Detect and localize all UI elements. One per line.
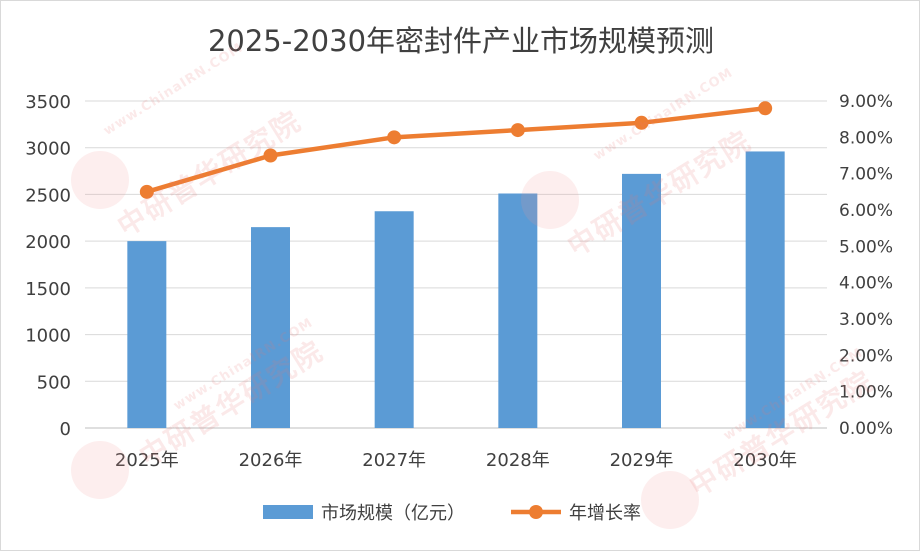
line-path <box>144 106 768 195</box>
x-tick-label: 2027年 <box>362 450 426 471</box>
y-axis-left: 0 500 1000 1500 2000 2500 3000 3500 <box>25 92 71 440</box>
line-point <box>139 184 154 199</box>
y-right-tick-label: 2.00% <box>839 346 893 366</box>
gridlines <box>85 100 827 429</box>
legend-label-bar: 市场规模（亿元） <box>321 503 465 524</box>
y-left-tick-label: 1000 <box>25 326 71 347</box>
line-point <box>263 148 278 163</box>
line-point <box>758 101 773 116</box>
x-tick-label: 2029年 <box>610 450 674 471</box>
y-left-tick-label: 0 <box>60 419 71 440</box>
bar <box>745 151 785 429</box>
bar <box>251 227 290 428</box>
x-axis: 2025年 2026年 2027年 2028年 2029年 2030年 <box>115 450 797 471</box>
line-series <box>139 101 773 199</box>
y-left-tick-label: 3000 <box>25 139 71 160</box>
y-left-tick-label: 500 <box>37 372 71 393</box>
line-point <box>510 123 525 138</box>
y-left-tick-label: 2500 <box>25 185 71 206</box>
legend-marker-line <box>529 505 543 519</box>
y-right-tick-label: 3.00% <box>839 310 893 330</box>
x-tick-label: 2025年 <box>115 450 179 471</box>
bar-series <box>127 151 785 429</box>
y-left-tick-label: 3500 <box>25 92 71 113</box>
y-right-tick-label: 6.00% <box>839 201 893 221</box>
y-right-tick-label: 0.00% <box>839 419 893 439</box>
bar <box>622 173 661 428</box>
y-axis-right: 0.00% 1.00% 2.00% 3.00% 4.00% 5.00% 6.00% 7.00%… <box>839 92 893 439</box>
legend-swatch-bar <box>263 505 313 519</box>
y-right-tick-label: 5.00% <box>839 237 893 257</box>
legend: 市场规模（亿元） 年增长率 <box>263 503 641 524</box>
bar <box>498 193 538 428</box>
y-right-tick-label: 4.00% <box>839 274 893 294</box>
y-right-tick-label: 7.00% <box>839 165 893 185</box>
bar <box>374 211 414 428</box>
y-right-tick-label: 1.00% <box>839 383 893 403</box>
bar <box>127 241 167 428</box>
y-left-tick-label: 1500 <box>25 279 71 300</box>
chart-title: 2025-2030年密封件产业市场规模预测 <box>208 24 714 58</box>
line-point <box>634 115 649 130</box>
x-tick-label: 2030年 <box>733 450 797 471</box>
x-tick-label: 2026年 <box>239 450 303 471</box>
y-right-tick-label: 9.00% <box>839 92 893 112</box>
line-point <box>387 130 402 145</box>
x-tick-label: 2028年 <box>486 450 550 471</box>
y-left-tick-label: 2000 <box>25 232 71 253</box>
legend-label-line: 年增长率 <box>569 503 641 524</box>
y-right-tick-label: 8.00% <box>839 128 893 148</box>
